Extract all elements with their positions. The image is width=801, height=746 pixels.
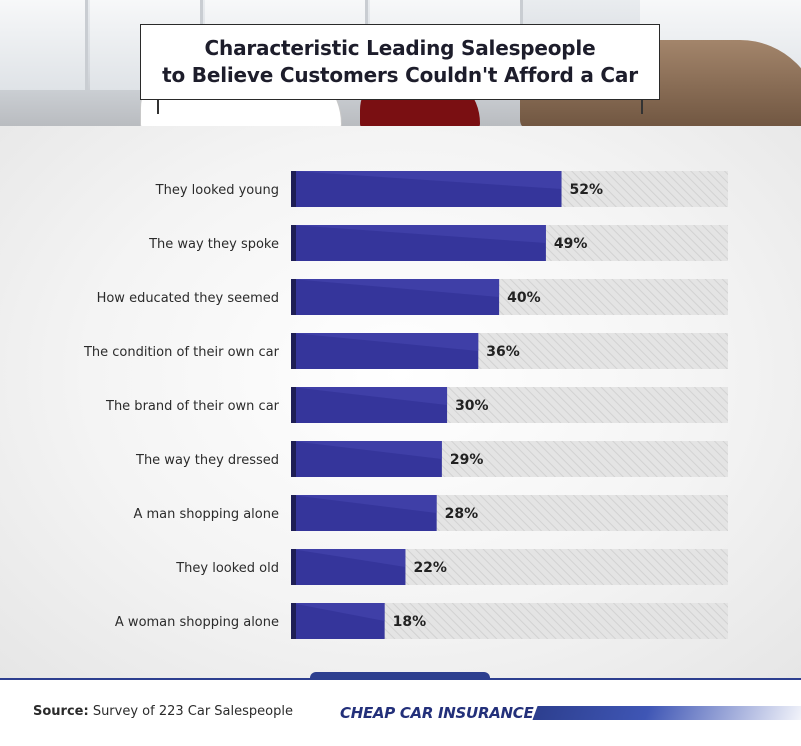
bar-edge <box>291 441 296 477</box>
bar-highlight <box>291 603 385 621</box>
bar-highlight <box>291 333 479 351</box>
bar-highlight <box>291 441 442 459</box>
value-label: 18% <box>393 614 427 630</box>
bar-highlight <box>291 549 406 567</box>
bar-highlight <box>291 495 437 513</box>
category-label: They looked young <box>155 183 279 198</box>
value-label: 28% <box>445 506 479 522</box>
category-label: How educated they seemed <box>97 291 279 306</box>
category-label: The brand of their own car <box>105 399 280 414</box>
chart-title-line-2: to Believe Customers Couldn't Afford a C… <box>162 63 638 87</box>
bar-highlight <box>291 387 448 405</box>
chart-title-box: Characteristic Leading Salespeople to Be… <box>140 24 660 100</box>
bar-edge <box>291 387 296 423</box>
source-label: Source: <box>33 704 89 719</box>
bar-edge <box>291 495 296 531</box>
value-label: 29% <box>450 452 484 468</box>
brand-logo: CHEAP CAR INSURANCE <box>340 702 801 724</box>
bar-edge <box>291 603 296 639</box>
value-label: 49% <box>554 236 588 252</box>
bar-highlight <box>291 279 500 297</box>
bar-edge <box>291 333 296 369</box>
footer: Source: Survey of 223 Car Salespeople CH… <box>0 672 801 746</box>
category-label: The way they spoke <box>148 237 279 252</box>
value-label: 22% <box>413 560 447 576</box>
brand-stripes <box>532 706 801 720</box>
value-label: 36% <box>486 344 520 360</box>
category-label: A woman shopping alone <box>115 615 279 630</box>
bar-edge <box>291 549 296 585</box>
title-box-marker <box>641 100 643 114</box>
showroom-window <box>0 0 88 90</box>
chart-title-line-1: Characteristic Leading Salespeople <box>204 36 596 60</box>
value-label: 30% <box>455 398 489 414</box>
value-label: 52% <box>570 182 604 198</box>
value-label: 40% <box>507 290 541 306</box>
bar-edge <box>291 279 296 315</box>
category-label: The way they dressed <box>135 453 279 468</box>
bar-highlight <box>291 225 546 243</box>
bar-edge <box>291 171 296 207</box>
category-label: The condition of their own car <box>83 345 280 360</box>
header-photo: Characteristic Leading Salespeople to Be… <box>0 0 801 126</box>
bar-edge <box>291 225 296 261</box>
brand-name: CHEAP CAR INSURANCE <box>340 704 534 722</box>
bar-chart: They looked young 52% The way they spoke 49… <box>83 171 728 639</box>
category-label: They looked old <box>175 561 279 576</box>
category-label: A man shopping alone <box>133 507 279 522</box>
bar-highlight <box>291 171 562 189</box>
source-text: Survey of 223 Car Salespeople <box>88 704 293 719</box>
title-box-marker <box>157 100 159 114</box>
footer-tab <box>310 672 490 680</box>
source-note: Source: Survey of 223 Car Salespeople <box>33 704 293 719</box>
